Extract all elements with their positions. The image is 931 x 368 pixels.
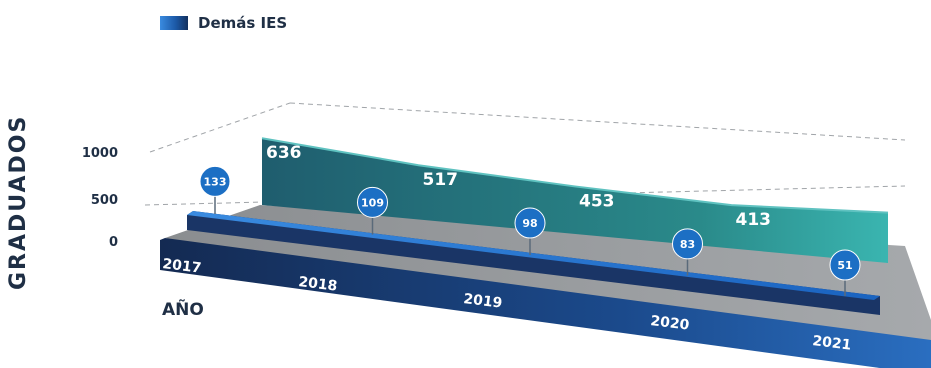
legend: Demás IES	[160, 14, 287, 32]
x-tick-label: 2019	[463, 291, 504, 312]
blue-band-side	[187, 211, 880, 315]
teal-data-label: 413	[736, 210, 772, 230]
series-teal-area: 636 517 453 413 480	[261, 137, 928, 263]
teal-line	[261, 137, 889, 214]
legend-swatch	[160, 16, 188, 30]
teal-area	[262, 138, 888, 263]
x-tick-label: 2020	[650, 313, 691, 334]
blue-data-label: 133	[204, 175, 227, 188]
teal-data-label: 636	[266, 143, 302, 163]
x-tick-label: 2017	[162, 256, 203, 277]
x-axis-base	[160, 238, 931, 368]
teal-data-label: 517	[423, 170, 459, 190]
series-demas-ies: 133 109 98 83 51	[187, 165, 880, 315]
teal-data-label: 453	[579, 191, 615, 211]
blue-data-label: 51	[837, 259, 852, 272]
blue-data-label: 83	[680, 238, 695, 251]
x-axis-label: AÑO	[162, 300, 204, 320]
blue-band-top	[187, 211, 880, 300]
y-tick-label: 1000	[81, 146, 118, 161]
blue-data-label: 109	[361, 196, 384, 209]
y-tick-label: 500	[90, 193, 118, 208]
x-tick-labels: 2017 2018 2019 2020 2021	[162, 256, 853, 354]
x-tick-label: 2018	[298, 274, 339, 295]
x-tick-label: 2021	[812, 333, 853, 354]
blue-data-point	[514, 207, 546, 239]
blue-data-point	[829, 249, 861, 281]
blue-data-point	[672, 228, 703, 260]
legend-label: Demás IES	[198, 14, 288, 32]
blue-data-label: 98	[522, 217, 537, 230]
grid-line	[289, 102, 906, 141]
teal-data-label: 480	[892, 218, 928, 238]
grid-line	[149, 102, 291, 153]
blue-data-point	[199, 165, 231, 197]
blue-data-point	[357, 186, 388, 218]
y-tick-label: 0	[108, 235, 118, 250]
